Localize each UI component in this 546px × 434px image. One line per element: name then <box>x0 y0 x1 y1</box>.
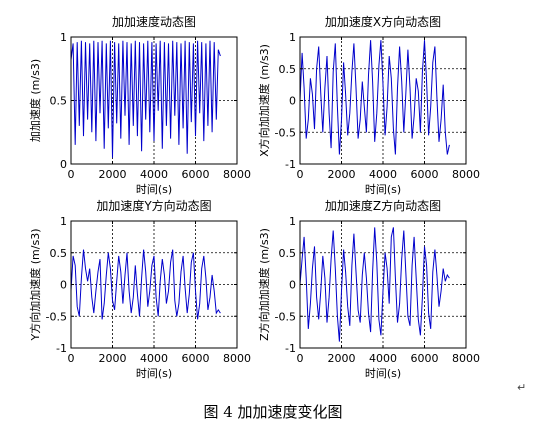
x-tick-label: 2000 <box>328 352 356 365</box>
x-tick-label: 6000 <box>182 352 210 365</box>
x-tick-label: 8000 <box>452 352 480 365</box>
y-tick-label: 1 <box>60 215 67 228</box>
series-line <box>70 40 221 158</box>
y-tick-label: 0.5 <box>279 63 297 76</box>
chart-title: 加加速度Z方向动态图 <box>325 198 441 213</box>
figure-caption: 图 4 加加速度变化图 <box>203 403 343 421</box>
series-line <box>299 227 450 342</box>
series-line <box>70 249 221 320</box>
y-tick-label: 1 <box>289 215 296 228</box>
y-axis-label: X方向加加速度 (m/s3) <box>257 44 271 157</box>
y-tick-label: -0.5 <box>46 310 67 323</box>
x-tick-label: 8000 <box>223 168 251 181</box>
x-tick-label: 4000 <box>369 352 397 365</box>
y-axis-label: Y方向加加速度 (m/s3) <box>28 229 42 342</box>
chart-panel-4: 0 2000 4000 6000 8000 -1 -0.5 0 0.5 1 加加速度Z方向动态图时间… <box>257 198 480 380</box>
y-tick-label: 0 <box>60 158 67 171</box>
x-tick-label: 0 <box>297 352 304 365</box>
y-tick-label: 0.5 <box>50 247 68 260</box>
x-tick-label: 6000 <box>182 168 210 181</box>
x-axis-label: 时间(s) <box>136 367 172 380</box>
x-tick-label: 2000 <box>99 352 127 365</box>
x-tick-label: 0 <box>68 168 75 181</box>
y-axis-label: 加加速度 (m/s3) <box>28 59 42 142</box>
y-tick-label: 0 <box>289 95 296 108</box>
x-tick-label: 2000 <box>99 168 127 181</box>
y-tick-label: 0.5 <box>279 247 297 260</box>
y-tick-label: 1 <box>60 31 67 44</box>
chart-panel-2: 0 2000 4000 6000 8000 -1 -0.5 0 0.5 1 加加速度X方向动态图时间… <box>257 14 480 196</box>
chart-title: 加加速度动态图 <box>112 14 196 29</box>
x-axis-label: 时间(s) <box>365 367 401 380</box>
series-line <box>299 40 450 155</box>
x-tick-label: 4000 <box>140 352 168 365</box>
x-tick-label: 8000 <box>452 168 480 181</box>
y-tick-label: 0.5 <box>50 95 68 108</box>
chart-panel-3: 0 2000 4000 6000 8000 -1 -0.5 0 0.5 1 加加速度Y方向动态图时间… <box>28 198 251 380</box>
chart-title: 加加速度Y方向动态图 <box>96 198 211 213</box>
y-tick-label: -0.5 <box>275 310 296 323</box>
y-axis-label: Z方向加加速度 (m/s3) <box>257 228 271 341</box>
y-tick-label: 0 <box>60 279 67 292</box>
x-tick-label: 2000 <box>328 168 356 181</box>
x-tick-label: 0 <box>68 352 75 365</box>
chart-title: 加加速度X方向动态图 <box>325 14 441 29</box>
paragraph-mark: ↵ <box>517 381 527 394</box>
x-tick-label: 0 <box>297 168 304 181</box>
y-tick-label: -1 <box>285 342 296 355</box>
x-tick-label: 6000 <box>411 168 439 181</box>
y-tick-label: -0.5 <box>275 126 296 139</box>
y-tick-label: 1 <box>289 31 296 44</box>
x-axis-label: 时间(s) <box>136 183 172 196</box>
y-tick-label: 0 <box>289 279 296 292</box>
x-tick-label: 4000 <box>140 168 168 181</box>
y-tick-label: -1 <box>56 342 67 355</box>
x-tick-label: 4000 <box>369 168 397 181</box>
x-tick-label: 6000 <box>411 352 439 365</box>
x-axis-label: 时间(s) <box>365 183 401 196</box>
x-tick-label: 8000 <box>223 352 251 365</box>
y-tick-label: -1 <box>285 158 296 171</box>
